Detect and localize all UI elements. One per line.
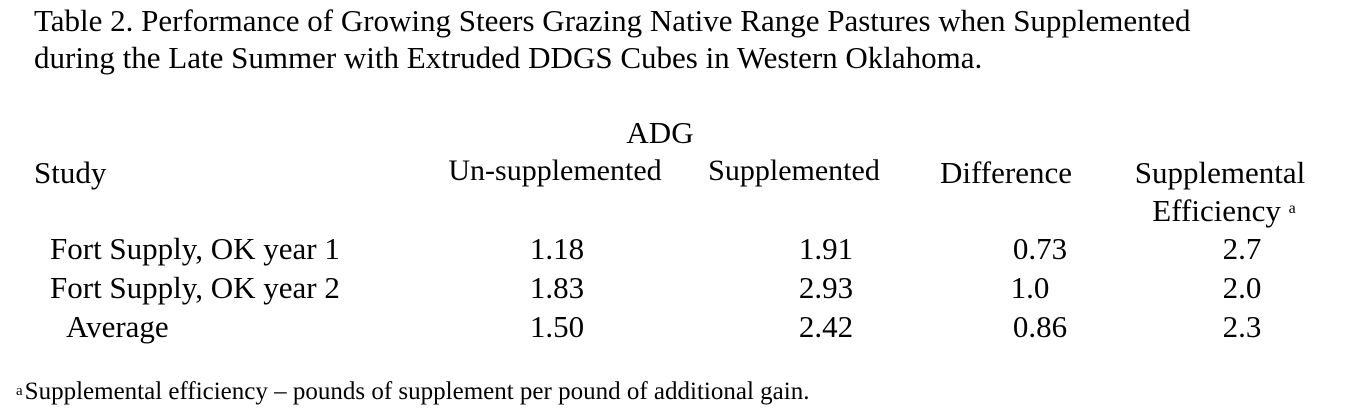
table-footnote: aSupplemental efficiency – pounds of sup… <box>16 376 809 408</box>
cell-efficiency: 2.7 <box>1222 231 1262 266</box>
cell-efficiency: 2.3 <box>1222 309 1262 344</box>
header-efficiency-text: Efficiency <box>1152 193 1281 228</box>
header-efficiency-footnote-marker: a <box>1288 200 1296 217</box>
header-difference: Difference <box>940 155 1072 190</box>
header-adg: ADG <box>626 115 694 150</box>
cell-unsupplemented: 1.83 <box>529 270 585 305</box>
cell-unsupplemented: 1.50 <box>529 309 585 344</box>
cell-difference: 0.73 <box>1012 231 1068 266</box>
caption-line-1: Table 2. Performance of Growing Steers G… <box>34 3 1191 38</box>
table-caption: Table 2. Performance of Growing Steers G… <box>34 2 1334 76</box>
footnote-marker: a <box>16 383 23 399</box>
cell-difference: 0.86 <box>1012 309 1068 344</box>
cell-efficiency: 2.0 <box>1222 270 1262 305</box>
cell-supplemented: 1.91 <box>798 231 854 266</box>
header-efficiency-line-1: Supplemental <box>1134 155 1306 190</box>
cell-study: Fort Supply, OK year 2 <box>50 270 340 305</box>
header-unsupplemented: Un-supplemented <box>448 154 662 187</box>
cell-supplemented: 2.42 <box>798 309 854 344</box>
cell-study: Fort Supply, OK year 1 <box>50 231 340 266</box>
caption-line-2: during the Late Summer with Extruded DDG… <box>34 40 983 75</box>
cell-study: Average <box>66 309 169 344</box>
footnote-text: Supplemental efficiency – pounds of supp… <box>24 378 810 405</box>
cell-unsupplemented: 1.18 <box>529 231 585 266</box>
header-study: Study <box>34 155 107 190</box>
header-supplemented: Supplemented <box>708 154 880 187</box>
header-efficiency-line-2: Efficiency a <box>1152 192 1295 229</box>
cell-difference: 1.0 <box>1010 270 1050 305</box>
cell-supplemented: 2.93 <box>798 270 854 305</box>
